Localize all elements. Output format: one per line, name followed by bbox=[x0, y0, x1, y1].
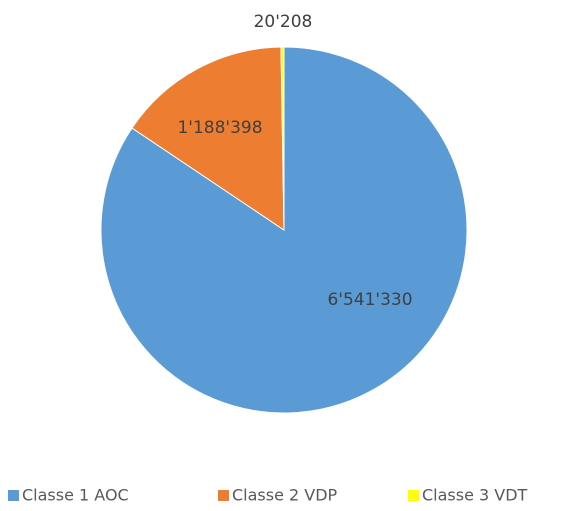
legend-swatch bbox=[8, 490, 19, 501]
legend-label: Classe 3 VDT bbox=[422, 486, 528, 505]
legend-label: Classe 2 VDP bbox=[232, 486, 338, 505]
data-label: 1'188'398 bbox=[177, 118, 262, 138]
pie-slice bbox=[131, 46, 285, 231]
legend-label: Classe 1 AOC bbox=[22, 486, 129, 505]
legend-swatch bbox=[218, 490, 229, 501]
data-label: 6'541'330 bbox=[327, 290, 412, 310]
data-label: 20'208 bbox=[254, 12, 313, 32]
legend-swatch bbox=[408, 490, 419, 501]
pie-slice bbox=[280, 46, 285, 231]
